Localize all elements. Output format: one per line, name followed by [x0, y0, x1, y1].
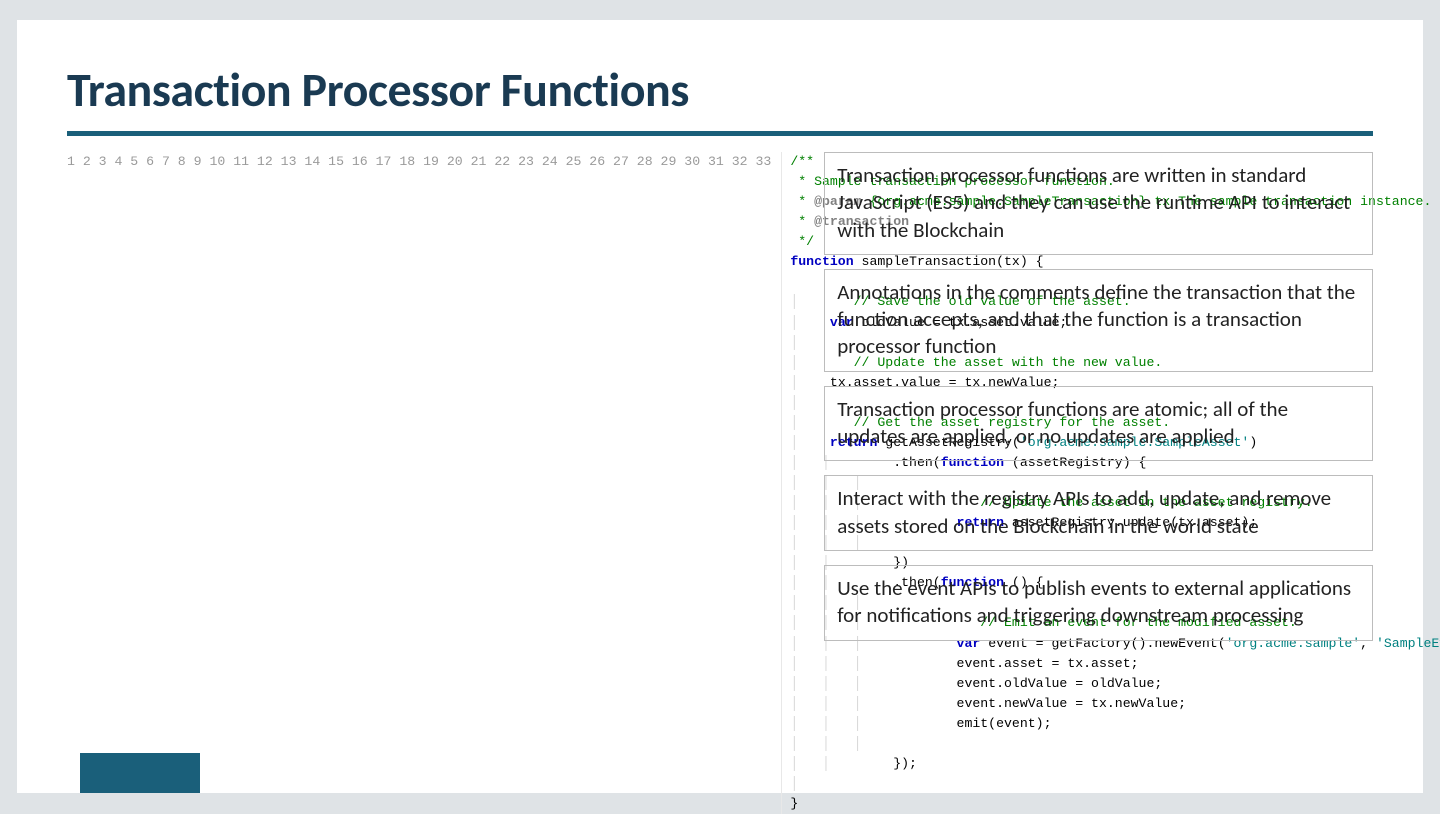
slide: Transaction Processor Functions 1 2 3 4 … — [17, 20, 1423, 793]
accent-box — [80, 753, 200, 793]
code-line: * — [790, 194, 814, 209]
code-gutter: 1 2 3 4 5 6 7 8 9 10 11 12 13 14 15 16 1… — [67, 152, 782, 814]
code-line: /** — [790, 154, 814, 169]
code-string: 'SampleEvent' — [1376, 636, 1440, 651]
code-pane: 1 2 3 4 5 6 7 8 9 10 11 12 13 14 15 16 1… — [67, 152, 806, 814]
code-line: */ — [790, 234, 814, 249]
code-line: * — [790, 214, 814, 229]
content-row: 1 2 3 4 5 6 7 8 9 10 11 12 13 14 15 16 1… — [67, 152, 1373, 814]
notes-column: Transaction processor functions are writ… — [824, 152, 1373, 814]
note-box: Use the event APIs to publish events to … — [824, 565, 1373, 641]
code-line: } — [790, 796, 798, 811]
note-box: Transaction processor functions are atom… — [824, 386, 1373, 462]
note-box: Interact with the registry APIs to add, … — [824, 475, 1373, 551]
page-title: Transaction Processor Functions — [67, 60, 1373, 119]
note-box: Transaction processor functions are writ… — [824, 152, 1373, 255]
title-underline — [67, 131, 1373, 136]
note-box: Annotations in the comments define the t… — [824, 269, 1373, 372]
